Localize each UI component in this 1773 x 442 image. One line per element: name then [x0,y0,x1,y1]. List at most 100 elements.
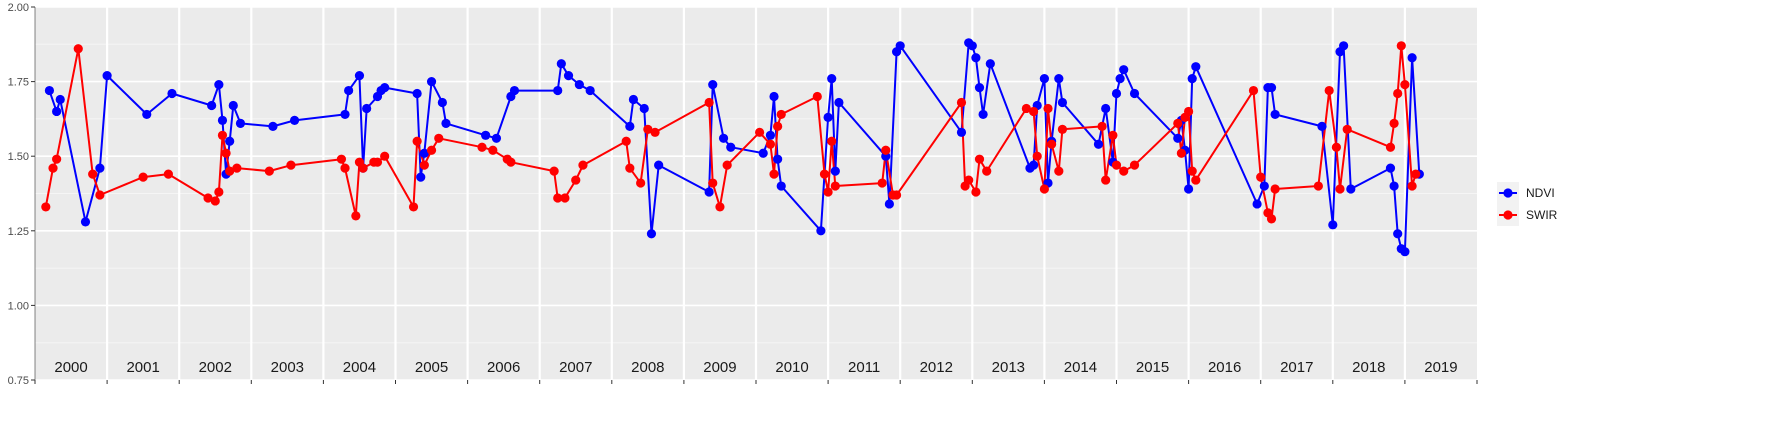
data-point-ndvi [380,82,390,93]
data-point-swir [1039,184,1049,194]
data-point-swir [1097,121,1107,131]
legend: NDVI SWIR [1497,182,1558,226]
data-point-ndvi [1115,74,1125,84]
data-point-ndvi [704,187,714,197]
year-label: 2009 [703,359,736,376]
data-point-swir [1043,103,1053,114]
data-point-swir [625,163,635,173]
data-point-swir [1411,169,1421,179]
data-point-ndvi [1184,184,1194,194]
year-label: 2004 [343,359,376,376]
data-point-ndvi [1129,88,1140,99]
data-point-ndvi [1407,53,1417,63]
data-point-ndvi [340,109,350,120]
data-point-swir [52,154,62,164]
data-point-swir [1119,166,1129,176]
data-point-ndvi [974,82,985,93]
data-point-swir [203,193,213,203]
data-point-ndvi [217,115,228,125]
data-point-swir [1054,166,1064,176]
data-point-ndvi [884,199,894,209]
data-point-swir [650,127,660,137]
year-label: 2002 [199,359,232,376]
data-point-swir [1266,214,1277,224]
data-point-ndvi [228,100,238,111]
data-point-swir [773,121,783,131]
data-point-ndvi [834,97,844,108]
data-point-ndvi [1187,74,1197,84]
year-label: 2015 [1136,359,1169,376]
data-point-swir [704,97,714,108]
data-point-ndvi [102,71,112,81]
data-point-swir [408,202,419,212]
y-tick-label: 2.00 [8,2,29,14]
year-label: 2013 [992,359,1025,376]
year-label: 2005 [415,359,448,376]
year-label: 2017 [1280,359,1313,376]
data-point-swir [217,130,228,140]
data-point-swir [1111,160,1122,170]
data-point-swir [1028,106,1039,117]
data-point-ndvi [1173,133,1183,143]
data-point-swir [1385,142,1396,152]
data-point-swir [549,166,559,176]
data-point-swir [1335,184,1345,194]
data-point-swir [1187,166,1197,176]
data-point-swir [621,136,631,146]
data-point-swir [1324,85,1334,96]
year-label: 2019 [1424,359,1457,376]
data-point-swir [1393,88,1403,99]
data-point-swir [1173,118,1183,128]
data-point-swir [1129,160,1140,170]
data-point-swir [1256,172,1266,182]
data-point-swir [95,190,105,200]
data-point-ndvi [95,163,105,173]
legend-key-point [1503,210,1513,220]
data-point-ndvi [419,148,429,158]
data-point-swir [715,202,725,212]
data-point-ndvi [1191,62,1201,72]
data-point-swir [765,139,776,149]
data-point-swir [1032,151,1042,161]
year-label: 2006 [487,359,520,376]
data-point-ndvi [235,118,246,128]
data-point-swir [1047,139,1057,149]
data-point-swir [340,163,350,173]
data-point-swir [708,178,718,188]
data-point-swir [1400,79,1410,90]
data-point-ndvi [412,88,422,99]
data-point-swir [1101,175,1111,185]
data-point-ndvi [207,100,217,111]
data-point-swir [412,136,422,146]
data-point-ndvi [769,91,779,102]
data-point-swir [1108,130,1118,140]
data-point-ndvi [416,172,426,182]
data-point-ndvi [553,85,563,96]
data-point-ndvi [1270,109,1280,120]
data-point-ndvi [895,41,905,51]
data-point-swir [1248,85,1259,96]
data-point-ndvi [563,71,574,81]
data-point-ndvi [654,160,664,170]
data-point-ndvi [956,127,967,137]
y-tick-label: 1.25 [8,226,29,238]
data-point-ndvi [1393,229,1403,239]
data-point-swir [971,187,981,197]
data-point-ndvi [1028,160,1039,170]
data-point-ndvi [441,118,451,128]
legend-label-swir: SWIR [1526,208,1558,222]
data-point-ndvi [225,136,235,146]
data-point-swir [358,163,368,173]
legend-label-ndvi: NDVI [1526,186,1555,200]
data-point-ndvi [556,59,566,69]
data-point-swir [560,193,570,203]
data-point-ndvi [1317,121,1327,131]
year-label: 2012 [920,359,953,376]
data-point-ndvi [491,133,502,143]
data-point-ndvi [1252,199,1262,209]
data-point-ndvi [978,109,988,120]
data-point-ndvi [776,181,786,191]
data-point-swir [214,187,224,197]
data-point-swir [819,169,830,179]
data-point-swir [351,211,361,221]
